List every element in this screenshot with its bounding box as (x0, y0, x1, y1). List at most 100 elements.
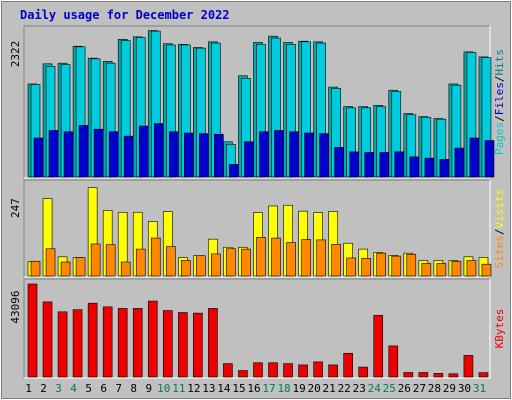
x-tick-label: 12 (187, 382, 200, 395)
kbytes-bar (313, 361, 323, 378)
pages-bar (364, 152, 375, 178)
kbytes-bar (373, 314, 384, 378)
pages-bar (454, 147, 465, 178)
sites-bar (211, 253, 221, 277)
sites-bar (30, 260, 41, 277)
pages-bar (108, 131, 119, 178)
series-pages (33, 123, 495, 178)
kbytes-bar (343, 352, 353, 378)
pages-bar (379, 152, 390, 178)
kbytes-bar (238, 370, 248, 378)
pages-bar (469, 137, 480, 178)
pages-bar (319, 133, 329, 178)
pages-bar (78, 125, 89, 178)
legend-entry: / (493, 76, 506, 83)
x-tick-label: 28 (428, 382, 441, 395)
pages-bar (349, 151, 359, 178)
kbytes-bar (388, 345, 399, 378)
y-max-label: 2322 (9, 41, 22, 68)
plot-area (24, 279, 490, 378)
legend-entry: / (493, 229, 506, 236)
legend-entry: Files (493, 82, 506, 115)
kbytes-bar (328, 364, 338, 378)
sites-bar (241, 248, 251, 277)
kbytes-bar (253, 362, 263, 378)
kbytes-bar (132, 308, 143, 378)
x-tick-label: 5 (85, 382, 92, 395)
x-tick-label: 3 (55, 382, 62, 395)
chart-panels: 2322Pages/Files/Hits247Sites/Visits43096… (9, 25, 506, 379)
pages-bar (289, 131, 299, 178)
pages-bar (304, 132, 314, 178)
sites-bar (196, 255, 206, 277)
sites-bar (60, 261, 71, 277)
kbytes-bar (178, 312, 188, 378)
kbytes-bar (268, 362, 278, 378)
y-max-label: 247 (9, 198, 22, 218)
sites-bar (301, 239, 311, 277)
kbytes-bar (208, 308, 218, 378)
kbytes-bar (358, 366, 369, 378)
x-tick-label: 2 (40, 382, 47, 395)
sites-bar (376, 252, 387, 277)
sites-bar (150, 237, 161, 277)
panel-legend: KBytes (493, 309, 506, 349)
pages-bar (153, 123, 164, 178)
kbytes-bar (433, 373, 444, 378)
x-tick-label: 20 (308, 382, 321, 395)
legend-entry: Sites (493, 235, 506, 268)
sites-bar (105, 244, 116, 277)
kbytes-bar (193, 312, 203, 378)
panel-hits-files-pages: 2322 Pages/Files/Hits (9, 25, 506, 179)
x-tick-label: 10 (157, 382, 170, 395)
pages-bar (244, 141, 254, 178)
sites-bar (75, 257, 86, 277)
x-tick-label: 25 (383, 382, 396, 395)
pages-bar (138, 125, 149, 178)
x-tick-label: 4 (70, 382, 77, 395)
series-files (30, 30, 492, 178)
panel-kbytes: 43096 KBytes (9, 278, 506, 379)
pages-bar (274, 130, 284, 178)
sites-bar (316, 239, 326, 277)
sites-bar (271, 237, 281, 277)
pages-bar (334, 147, 344, 178)
x-tick-label: 8 (130, 382, 137, 395)
pages-bar (168, 131, 179, 178)
legend-entry: / (493, 115, 506, 122)
panel-legend: Pages/Files/Hits (493, 49, 506, 155)
pages-bar (48, 130, 59, 178)
x-tick-label: 7 (115, 382, 122, 395)
x-tick-label: 22 (338, 382, 351, 395)
y-max-label: 43096 (9, 290, 22, 323)
x-tick-label: 31 (473, 382, 486, 395)
x-axis-day-labels: 1 2 3 4 5 6 7 8 9 10 11 12 13 14 15 16 17 18 19 20 21 22 23 24 2… (25, 382, 486, 395)
kbytes-bar (223, 363, 233, 378)
sites-bar (165, 246, 176, 277)
x-tick-label: 6 (100, 382, 107, 395)
chart-title: Daily usage for December 2022 (20, 8, 230, 22)
x-tick-label: 11 (172, 382, 185, 395)
pages-bar (229, 164, 239, 178)
kbytes-bar (298, 364, 308, 378)
pages-bar (123, 135, 134, 178)
pages-bar (484, 140, 495, 178)
pages-bar (424, 157, 435, 178)
sites-bar (256, 237, 266, 277)
x-tick-label: 15 (232, 382, 245, 395)
pages-bar (259, 131, 269, 178)
legend-entry: Pages (493, 122, 506, 155)
kbytes-bar (27, 283, 38, 378)
x-tick-label: 9 (145, 382, 152, 395)
kbytes-bar (418, 372, 429, 378)
kbytes-bar (478, 372, 489, 378)
sites-bar (391, 255, 402, 277)
panel-visits-sites: 247 Sites/Visits (9, 179, 506, 278)
pages-bar (199, 133, 209, 178)
sites-bar (45, 248, 56, 277)
x-tick-label: 26 (398, 382, 411, 395)
x-tick-label: 23 (353, 382, 366, 395)
kbytes-bar (463, 355, 474, 378)
